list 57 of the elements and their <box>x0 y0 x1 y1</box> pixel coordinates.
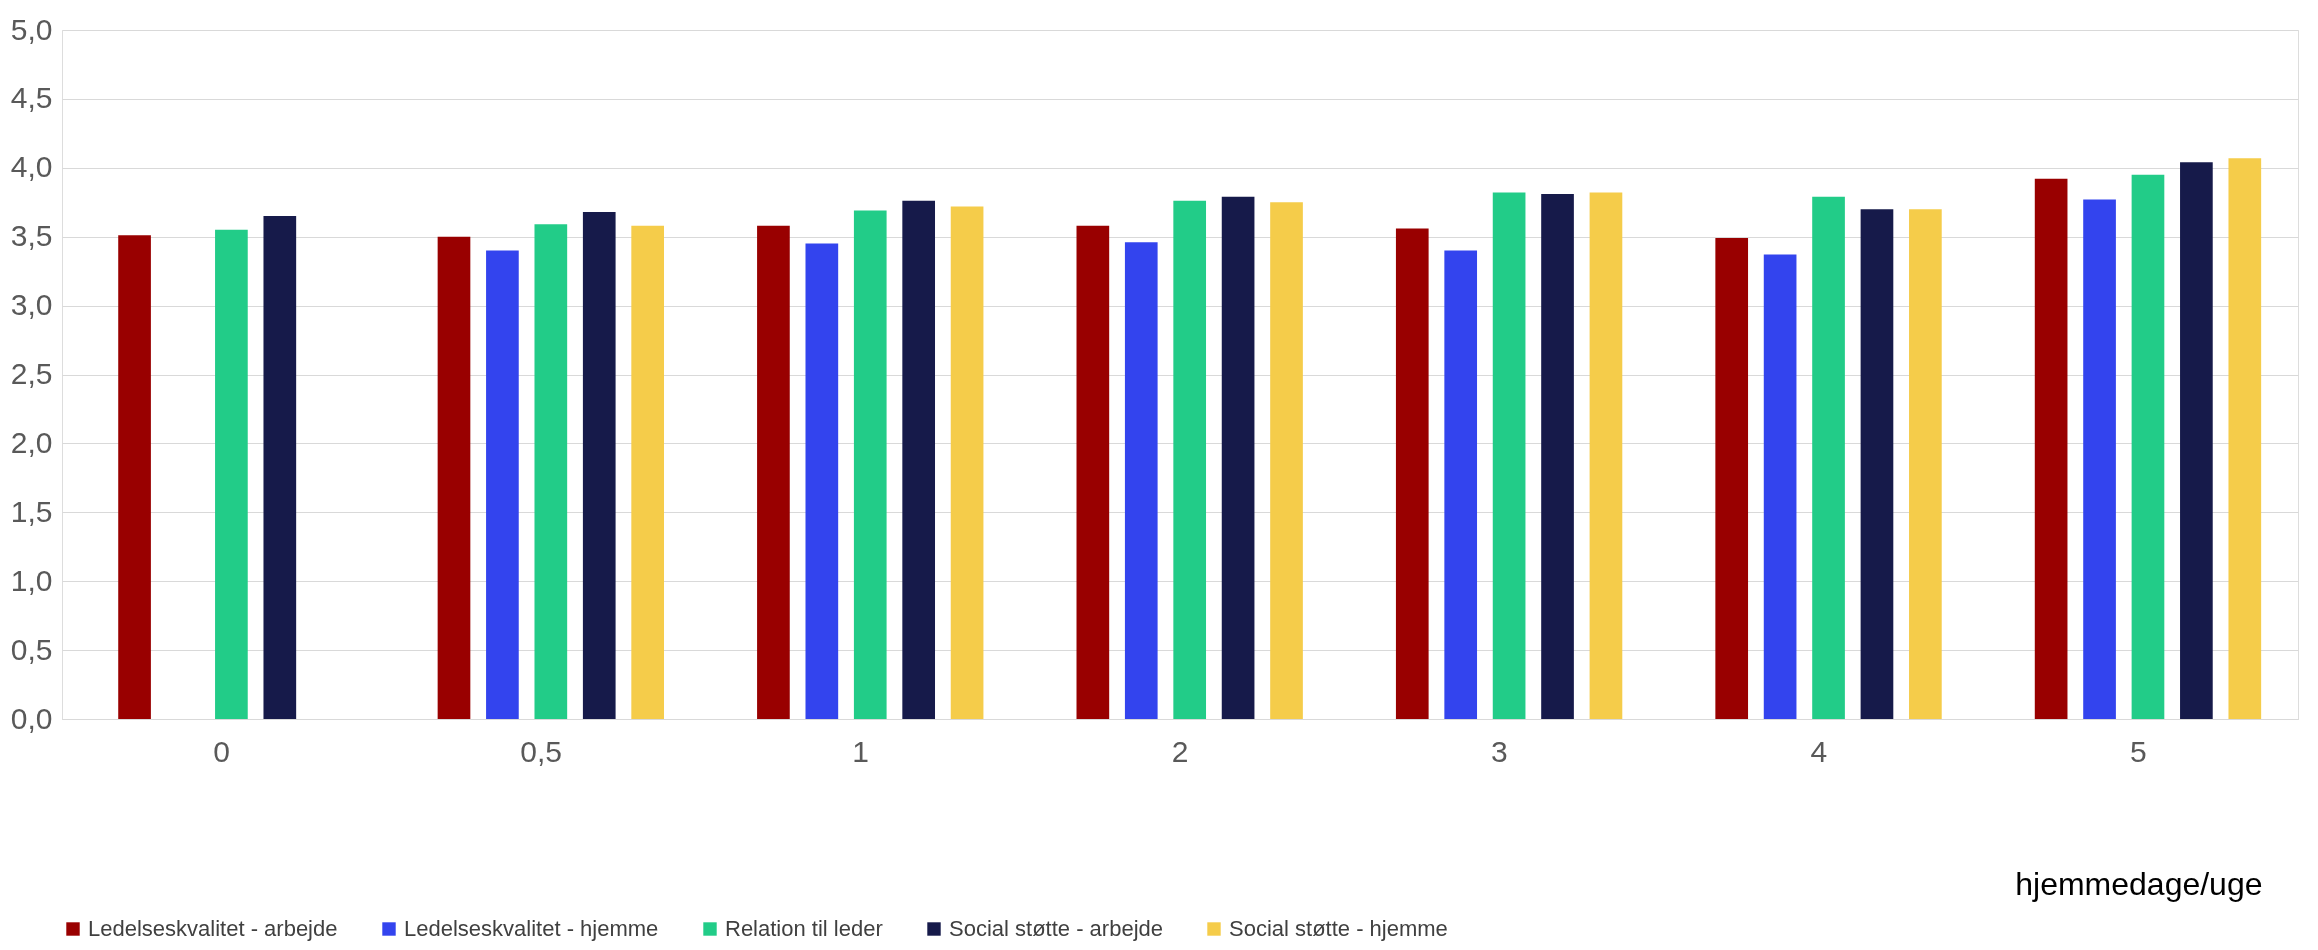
bar <box>1221 196 1255 719</box>
y-tick-label: 5,0 <box>10 12 53 46</box>
y-tick-label: 2,0 <box>10 425 53 459</box>
bar <box>950 206 984 719</box>
bar <box>1270 202 1303 719</box>
bar <box>2034 178 2068 719</box>
legend-label: Social støtte - arbejde <box>949 916 1163 941</box>
x-tick-label: 4 <box>1810 734 1828 768</box>
bar <box>1589 192 1623 719</box>
y-tick-label: 4,5 <box>10 81 53 115</box>
bar <box>805 243 839 719</box>
bar <box>263 216 297 719</box>
bar <box>582 211 616 719</box>
bar <box>757 225 790 719</box>
bar <box>1909 209 1942 719</box>
bar <box>118 235 151 719</box>
x-tick-label: 1 <box>852 734 869 768</box>
y-tick-label: 0,0 <box>10 701 53 735</box>
x-tick-label: 0 <box>213 734 231 768</box>
x-axis-title: hjemmedage/uge <box>2015 865 2263 902</box>
y-tick-label: 1,5 <box>10 494 53 528</box>
x-tick-label: 3 <box>1491 734 1508 768</box>
bar <box>534 224 568 719</box>
y-tick-label: 1,0 <box>10 563 53 597</box>
bar <box>486 250 519 719</box>
bar <box>1124 242 1158 719</box>
bar <box>902 200 936 719</box>
y-tick-label: 3,0 <box>10 288 53 322</box>
bar <box>1763 254 1797 719</box>
legend-label: Relation til leder <box>725 916 883 941</box>
x-tick-label: 0,5 <box>520 734 562 768</box>
bar <box>1076 225 1110 719</box>
x-tick-label: 5 <box>2129 734 2147 768</box>
bar <box>853 210 887 719</box>
bar <box>1715 238 1749 719</box>
bar <box>1812 196 1845 719</box>
bar <box>1173 200 1207 719</box>
y-tick-label: 3,5 <box>10 219 53 253</box>
bar <box>2131 174 2165 719</box>
y-tick-label: 2,5 <box>10 357 53 390</box>
x-tick-label: 2 <box>1171 734 1189 768</box>
bar <box>1444 250 1478 719</box>
legend-label: Ledelseskvalitet - arbejde <box>88 916 338 941</box>
bar <box>2180 162 2213 719</box>
bar <box>1541 193 1574 719</box>
legend-label: Social støtte - hjemme <box>1229 916 1448 941</box>
bar <box>2083 199 2116 719</box>
y-tick-label: 4,0 <box>10 150 53 184</box>
bar <box>1395 228 1429 719</box>
bar <box>1860 209 1894 719</box>
y-tick-label: 0,5 <box>10 632 53 666</box>
bar <box>215 229 248 719</box>
bar <box>1492 192 1526 719</box>
bar <box>631 225 665 719</box>
legend-label: Ledelseskvalitet - hjemme <box>404 916 659 941</box>
bar <box>437 236 471 719</box>
bar <box>2228 158 2262 719</box>
